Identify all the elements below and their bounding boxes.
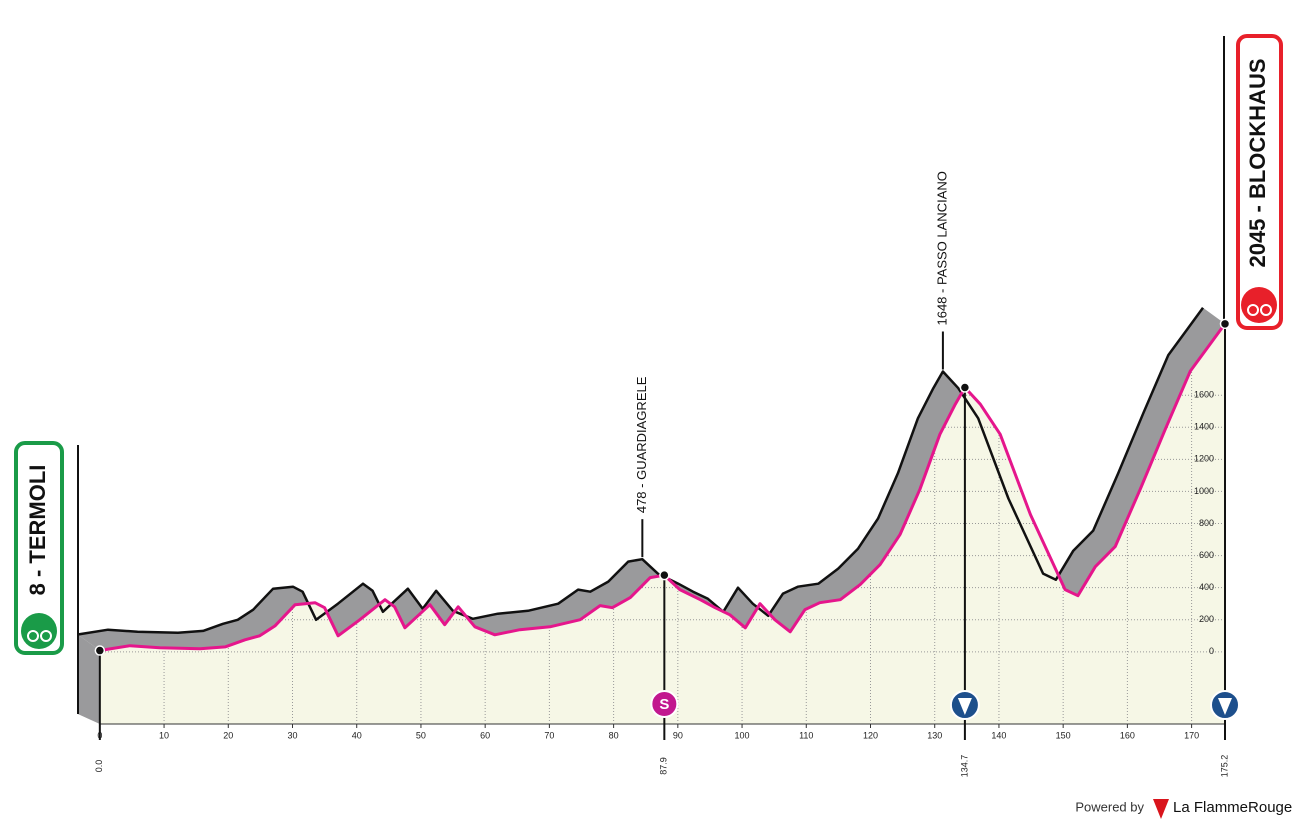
sprint-label: S [659, 696, 669, 713]
profile-line [99, 322, 1227, 652]
kom-icon-mark [1218, 698, 1232, 715]
x-tick-label: 80 [609, 730, 619, 740]
bike-icon [1260, 304, 1272, 316]
km-marker-label: 134.7 [959, 755, 969, 778]
x-tick-label: 100 [735, 730, 750, 740]
brand: La FlammeRouge [1173, 799, 1292, 816]
x-tick-label: 160 [1120, 730, 1135, 740]
y-tick-label: 400 [1199, 582, 1214, 592]
x-tick-label: 50 [416, 730, 426, 740]
x-tick-label: 170 [1184, 730, 1199, 740]
y-tick-label: 0 [1209, 646, 1214, 656]
x-tick-label: 140 [991, 730, 1006, 740]
km-marker-label: 0.0 [94, 760, 104, 773]
km-marker-label: 87.9 [659, 757, 669, 775]
powered-by: Powered by [1075, 799, 1144, 814]
y-tick-label: 1600 [1194, 390, 1214, 400]
km-marker-dot [94, 645, 106, 656]
x-tick-label: 90 [673, 730, 683, 740]
x-tick-label: 20 [223, 730, 233, 740]
x-tick-label: 10 [159, 730, 169, 740]
start-label: 8 - TERMOLI [25, 465, 50, 596]
kom-icon-mark [957, 698, 972, 715]
km-marker-dot [659, 569, 670, 581]
x-tick-label: 110 [799, 730, 813, 740]
sprint-icon [650, 690, 679, 718]
y-tick-label: 600 [1199, 550, 1214, 560]
y-tick-label: 1200 [1194, 454, 1214, 464]
logo-icon [1153, 799, 1169, 819]
km-marker-dot [959, 382, 971, 393]
left-wall [77, 634, 100, 724]
bike-icon [1247, 304, 1259, 316]
km-marker-dot [1219, 318, 1231, 330]
start-badge [14, 441, 64, 655]
finish-icon [1241, 287, 1277, 323]
climb-label: 478 - GUARDIAGRELE [634, 376, 649, 513]
finish-badge [1236, 34, 1283, 330]
y-tick-label: 1400 [1194, 422, 1214, 432]
profile-top [77, 307, 1205, 636]
x-tick-label: 30 [287, 730, 297, 740]
bike-icon [40, 630, 52, 642]
km-marker-label: 175.2 [1219, 755, 1229, 778]
x-tick-label: 70 [544, 730, 554, 740]
y-tick-label: 800 [1199, 518, 1214, 528]
y-tick-label: 1000 [1194, 486, 1214, 496]
finish-label: 2045 - BLOCKHAUS [1245, 58, 1270, 267]
x-tick-label: 60 [480, 730, 490, 740]
profile-shadow [77, 307, 1225, 651]
climb-label: 1648 - PASSO LANCIANO [934, 171, 949, 325]
profile-area [99, 323, 1225, 724]
y-tick-label: 200 [1199, 614, 1214, 624]
x-tick-label: 130 [927, 730, 942, 740]
x-tick-label: 150 [1056, 730, 1071, 740]
start-icon [21, 613, 57, 649]
x-tick-label: 120 [863, 730, 878, 740]
x-tick-label: 40 [352, 730, 362, 740]
bike-icon [27, 630, 39, 642]
